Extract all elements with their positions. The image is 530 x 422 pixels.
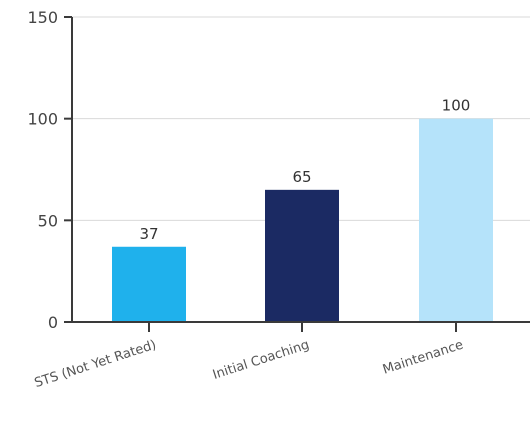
data-label-2: 65 (292, 168, 311, 186)
bars (112, 118, 493, 323)
labels: 0 50 100 150 37 STS (Not Yet Rated) 65 Initial … (27, 8, 470, 391)
category-label-3: Maintenance (381, 338, 465, 378)
y-tick-label-50: 50 (38, 211, 58, 230)
y-tick-label-150: 150 (27, 8, 58, 27)
y-tick-label-100: 100 (27, 110, 58, 129)
bar-1 (112, 246, 186, 322)
axes (64, 16, 530, 332)
y-tick-label-0: 0 (48, 313, 58, 332)
bar-2 (265, 189, 339, 322)
data-label-3: 100 (442, 97, 471, 115)
category-label-1: STS (Not Yet Rated) (33, 338, 159, 392)
data-label-1: 37 (139, 225, 158, 243)
bar-3 (419, 118, 493, 323)
category-label-2: Initial Coaching (211, 338, 311, 383)
